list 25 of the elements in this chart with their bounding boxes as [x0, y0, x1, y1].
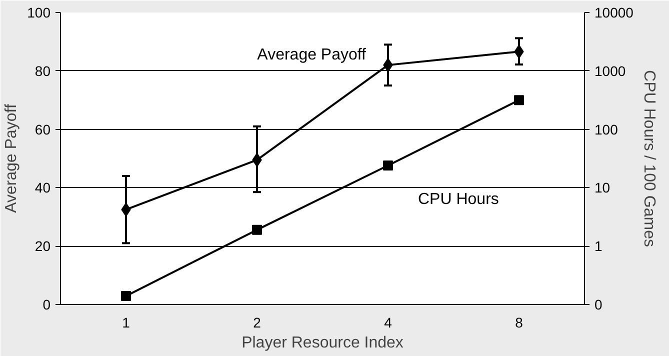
y-tick-label: 40: [34, 180, 51, 196]
y2-tick-label: 100: [594, 121, 618, 138]
point: [121, 290, 131, 301]
x-tick-label: 8: [515, 314, 524, 330]
y2-tick-label: 1: [594, 238, 602, 254]
point: [252, 224, 262, 235]
x-tick-label: 2: [253, 314, 262, 330]
y2-tick-label: 10: [594, 180, 610, 196]
y2-tick-label: 1000: [594, 62, 626, 79]
text: CPU Hours: [418, 190, 499, 208]
y-axis-title: Average Payoff: [3, 104, 20, 213]
y-tick-label: 60: [34, 121, 51, 138]
y2-tick-label: 0: [594, 296, 602, 312]
point: [514, 95, 524, 106]
y2-axis-title: CPU Hours / 100 Games: [640, 70, 658, 247]
y-tick-label: 80: [34, 62, 51, 79]
y-tick-label: 20: [34, 238, 51, 254]
y-tick-label: 100: [27, 4, 51, 20]
y-tick-label: 0: [42, 296, 51, 312]
x-tick-label: 1: [122, 314, 130, 330]
series-label: Average Payoff: [257, 46, 367, 64]
point: [383, 160, 393, 170]
x-tick-label: 4: [384, 314, 392, 330]
y2-tick-label: 10000: [594, 4, 634, 20]
x-axis-title: Player Resource Index: [242, 334, 404, 352]
